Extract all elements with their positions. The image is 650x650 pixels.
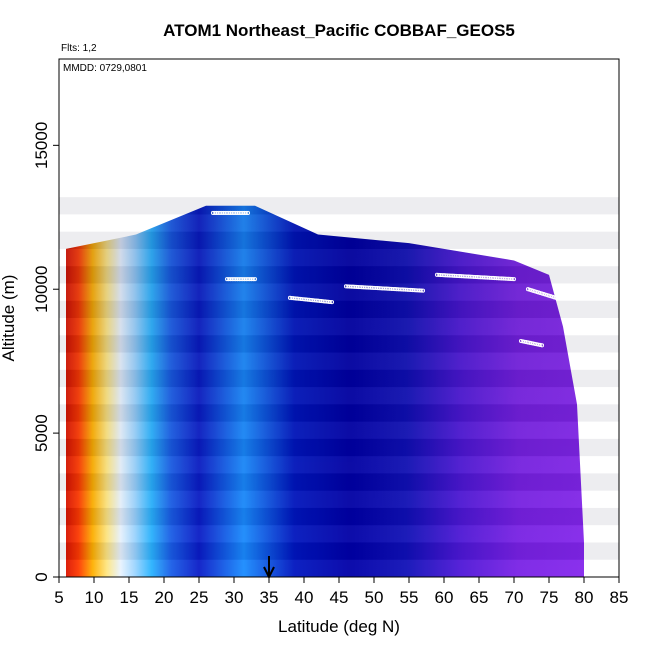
flight-track-point	[420, 288, 426, 293]
flights-label: Flts: 1,2	[61, 43, 97, 54]
flight-track-point	[251, 277, 256, 282]
heatmap-band	[59, 197, 619, 215]
flight-track-point	[538, 342, 543, 348]
heatmap-band	[59, 214, 619, 232]
heatmap	[59, 197, 619, 577]
flight-track-point	[539, 343, 545, 348]
x-tick-label: 5	[54, 588, 63, 607]
x-tick-label: 50	[365, 588, 384, 607]
y-tick-label: 0	[32, 572, 51, 581]
x-tick-label: 20	[155, 588, 174, 607]
heatmap-shade	[66, 205, 584, 577]
flight-track-point	[245, 210, 251, 216]
x-tick-label: 15	[120, 588, 139, 607]
x-tick-label: 35	[260, 588, 279, 607]
x-tick-label: 85	[610, 588, 629, 607]
y-tick-label: 5000	[32, 414, 51, 452]
x-tick-label: 80	[575, 588, 594, 607]
flight-track-point	[328, 299, 333, 305]
x-tick-label: 25	[190, 588, 209, 607]
x-axis: 5 10 15 20 25 30 35 40 45 50 55 60 65 70 75 80 85	[54, 576, 629, 607]
flight-track-point	[252, 277, 258, 282]
chart-title: ATOM1 Northeast_Pacific COBBAF_GEOS5	[163, 21, 515, 40]
flight-track-point	[553, 295, 559, 300]
arrow-head	[263, 566, 275, 580]
flight-tracks	[210, 210, 559, 348]
flight-track-point	[244, 210, 249, 216]
latitude-arrow-marker	[263, 556, 275, 580]
flight-track-point	[329, 300, 335, 305]
x-axis-label: Latitude (deg N)	[278, 617, 400, 636]
dates-label: MMDD: 0729,0801	[63, 63, 147, 74]
x-tick-label: 65	[470, 588, 489, 607]
flight-track-point	[419, 288, 424, 293]
y-axis: 0 5000 10000 15000	[32, 122, 60, 582]
x-tick-label: 45	[330, 588, 349, 607]
x-tick-label: 40	[295, 588, 314, 607]
x-tick-label: 70	[505, 588, 524, 607]
y-axis-label: Altitude (m)	[0, 275, 18, 362]
flight-track-point	[511, 277, 517, 282]
y-tick-label: 15000	[32, 122, 51, 169]
x-tick-label: 55	[400, 588, 419, 607]
flight-track-point	[510, 277, 515, 282]
x-tick-label: 75	[540, 588, 559, 607]
y-tick-label: 10000	[32, 266, 51, 313]
x-tick-label: 30	[225, 588, 244, 607]
x-tick-label: 60	[435, 588, 454, 607]
x-tick-label: 10	[85, 588, 104, 607]
